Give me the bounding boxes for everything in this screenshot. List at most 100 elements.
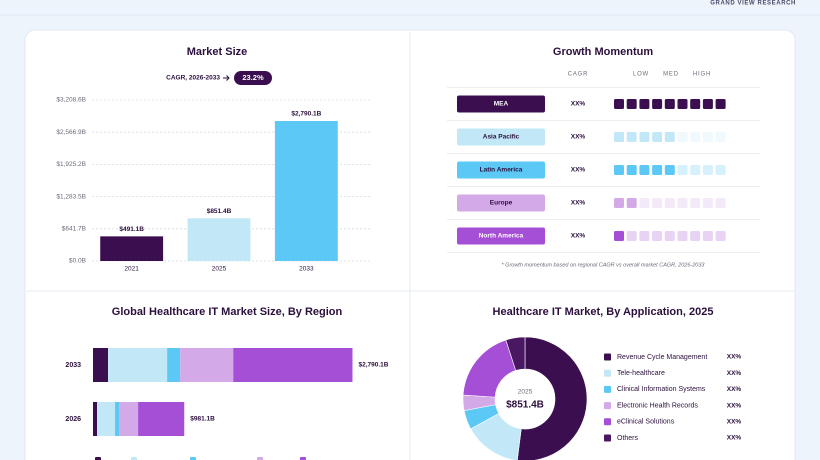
rating-empty [639, 198, 650, 208]
bar-segment [93, 348, 109, 382]
legend-swatch [604, 434, 611, 442]
legend-label: Others [617, 435, 639, 442]
rating-empty [690, 132, 701, 142]
rating-square [639, 99, 650, 109]
bar-segment [108, 348, 168, 382]
rating-square [652, 99, 663, 109]
rating-empty [677, 231, 688, 241]
rating-empty [715, 198, 726, 208]
rating-square [639, 132, 650, 142]
legend-swatch [95, 457, 101, 460]
rating-empty [715, 231, 726, 241]
total-label: $981.1B [190, 416, 215, 423]
region-label: Latin America [480, 167, 523, 174]
legend-swatch [604, 385, 611, 393]
rating-empty [702, 132, 713, 142]
y-tick-label: $1,283.5B [56, 193, 86, 200]
donut-slice [505, 336, 526, 371]
legend-value: XX% [727, 419, 742, 426]
rating-empty [677, 198, 688, 208]
rating-empty [702, 198, 713, 208]
rating-fill [614, 165, 675, 175]
legend-label: Revenue Cycle Management [617, 354, 707, 361]
x-tick-label: 2025 [212, 266, 227, 273]
bar-segment [93, 402, 98, 436]
bar [187, 218, 251, 261]
bar-segment [119, 402, 139, 436]
chart-title: Growth Momentum [553, 46, 653, 58]
region-pill [457, 227, 545, 245]
bar-segment [167, 348, 181, 382]
column-header: CAGR [568, 72, 589, 78]
rating-empty [677, 132, 688, 142]
rating-square [626, 132, 637, 142]
rating-fill [614, 132, 675, 142]
legend-value: XX% [727, 370, 742, 377]
cagr-value: XX% [571, 134, 586, 141]
bar [274, 120, 338, 261]
rating-empty [677, 165, 688, 175]
legend-label: eClinical Solutions [617, 419, 675, 426]
rating-square [639, 165, 650, 175]
legend-swatch [257, 457, 263, 460]
rating-square [677, 99, 688, 109]
rating-square [664, 165, 675, 175]
cagr-value: XX% [571, 167, 586, 174]
legend-swatch [190, 457, 196, 460]
bar-segment [180, 348, 234, 382]
value-label: $2,790.1B [291, 111, 321, 118]
bar [100, 236, 164, 261]
region-pill [457, 194, 545, 212]
bar-segment [138, 402, 185, 436]
rating-empty [702, 231, 713, 241]
rating-square [614, 132, 624, 142]
column-header: LOW [633, 72, 649, 78]
rating-empty [690, 165, 701, 175]
region-pill [457, 161, 545, 179]
region-label: North America [479, 233, 524, 240]
cagr-value: 23.2% [242, 73, 264, 82]
region-pill [457, 95, 545, 113]
region-pill [457, 128, 545, 146]
rating-square [690, 99, 701, 109]
value-label: $851.4B [207, 208, 232, 215]
rating-square [626, 198, 637, 208]
legend-swatch [604, 353, 611, 361]
total-label: $2,790.1B [358, 362, 388, 369]
cagr-value: XX% [571, 101, 586, 108]
rating-square [715, 99, 726, 109]
center-label: 2025 [518, 389, 533, 396]
rating-empty [690, 198, 701, 208]
rating-square [626, 165, 637, 175]
column-header: HIGH [693, 72, 711, 78]
rating-empty [690, 231, 701, 241]
rating-square [614, 198, 624, 208]
legend-value: XX% [727, 402, 742, 409]
bar-segment [115, 402, 120, 436]
arrow [223, 75, 230, 81]
rating-fill [614, 99, 726, 109]
y-tick-label: $3,208.6B [56, 97, 86, 104]
region-label: Europe [490, 200, 513, 207]
rating-square [664, 99, 675, 109]
cagr-label: CAGR, 2026-2033 [166, 75, 220, 82]
legend-label: Clinical Information Systems [617, 386, 706, 393]
chart-title: Global Healthcare IT Market Size, By Reg… [112, 306, 343, 318]
rating-empty [715, 132, 726, 142]
region-label: MEA [494, 101, 509, 108]
rating-empty [702, 165, 713, 175]
rating-square [614, 165, 624, 175]
bar-segment [233, 348, 353, 382]
chart-title: Healthcare IT Market, By Application, 20… [493, 306, 714, 318]
brand: GRAND VIEW RESEARCH [710, 1, 796, 7]
y-tick-label: $641.7B [62, 226, 86, 233]
rating-fill [614, 231, 624, 241]
legend-value: XX% [727, 386, 742, 393]
rating-empty [664, 198, 675, 208]
chart-title: Market Size [187, 46, 248, 58]
rating-empty [652, 231, 663, 241]
center-value: $851.4B [506, 400, 544, 411]
y-tick-label: $2,566.9B [56, 129, 86, 136]
rating-empty [639, 231, 650, 241]
